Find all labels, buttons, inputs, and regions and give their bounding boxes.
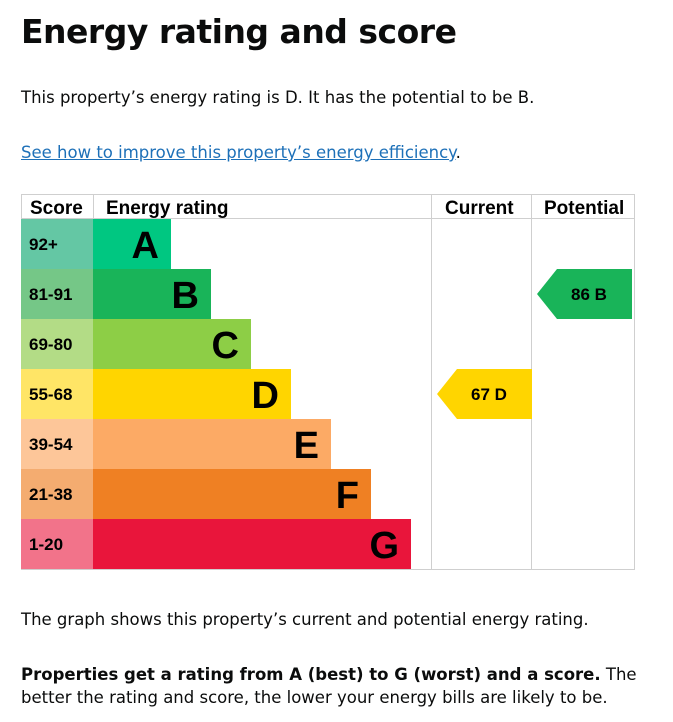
- score-range-e: 39-54: [29, 435, 73, 454]
- current-rating-label: 67 D: [471, 385, 507, 404]
- header-energy-rating: Energy rating: [106, 198, 228, 219]
- page-title: Energy rating and score: [21, 12, 457, 51]
- rating-bar-d: [93, 369, 291, 419]
- energy-rating-chart: Score Energy rating Current Potential 92+ A 81…: [21, 194, 635, 570]
- rating-letter-d: D: [252, 375, 279, 417]
- rating-explanation: Properties get a rating from A (best) to…: [21, 663, 661, 709]
- potential-rating-arrow: [537, 269, 632, 319]
- rating-letter-b: B: [172, 275, 199, 317]
- rating-letter-e: E: [294, 425, 319, 467]
- header-score: Score: [30, 198, 83, 219]
- rating-bar-c: [93, 319, 251, 369]
- improve-link-paragraph: See how to improve this property’s energ…: [21, 141, 461, 164]
- score-range-f: 21-38: [29, 485, 72, 504]
- rating-summary: This property’s energy rating is D. It h…: [21, 88, 535, 107]
- graph-caption: The graph shows this property’s current …: [21, 610, 589, 629]
- rating-explanation-rest: The better the rating and score, the low…: [21, 665, 637, 707]
- score-range-a: 92+: [29, 235, 58, 254]
- rating-letter-a: A: [132, 225, 159, 267]
- improve-efficiency-link[interactable]: See how to improve this property’s energ…: [21, 143, 456, 162]
- score-cell-d: [21, 369, 93, 419]
- rating-bar-b: [93, 269, 211, 319]
- score-cell-a: [21, 219, 93, 269]
- rating-bar-f: [93, 469, 371, 519]
- score-cell-b: [21, 269, 93, 319]
- score-range-b: 81-91: [29, 285, 72, 304]
- current-rating-arrow: [437, 369, 532, 419]
- score-range-d: 55-68: [29, 385, 72, 404]
- rating-bar-a: [93, 219, 171, 269]
- score-cell-f: [21, 469, 93, 519]
- score-cell-g: [21, 519, 93, 569]
- header-current: Current: [445, 198, 514, 219]
- header-potential: Potential: [544, 198, 624, 219]
- score-range-c: 69-80: [29, 335, 72, 354]
- score-range-g: 1-20: [29, 535, 63, 554]
- score-cell-c: [21, 319, 93, 369]
- rating-letter-f: F: [336, 475, 359, 517]
- potential-rating-label: 86 B: [571, 285, 607, 304]
- rating-bar-g: [93, 519, 411, 569]
- rating-letter-g: G: [369, 525, 399, 567]
- rating-bar-e: [93, 419, 331, 469]
- rating-explanation-bold: Properties get a rating from A (best) to…: [21, 665, 601, 684]
- link-suffix: .: [455, 143, 461, 162]
- score-cell-e: [21, 419, 93, 469]
- rating-letter-c: C: [212, 325, 239, 367]
